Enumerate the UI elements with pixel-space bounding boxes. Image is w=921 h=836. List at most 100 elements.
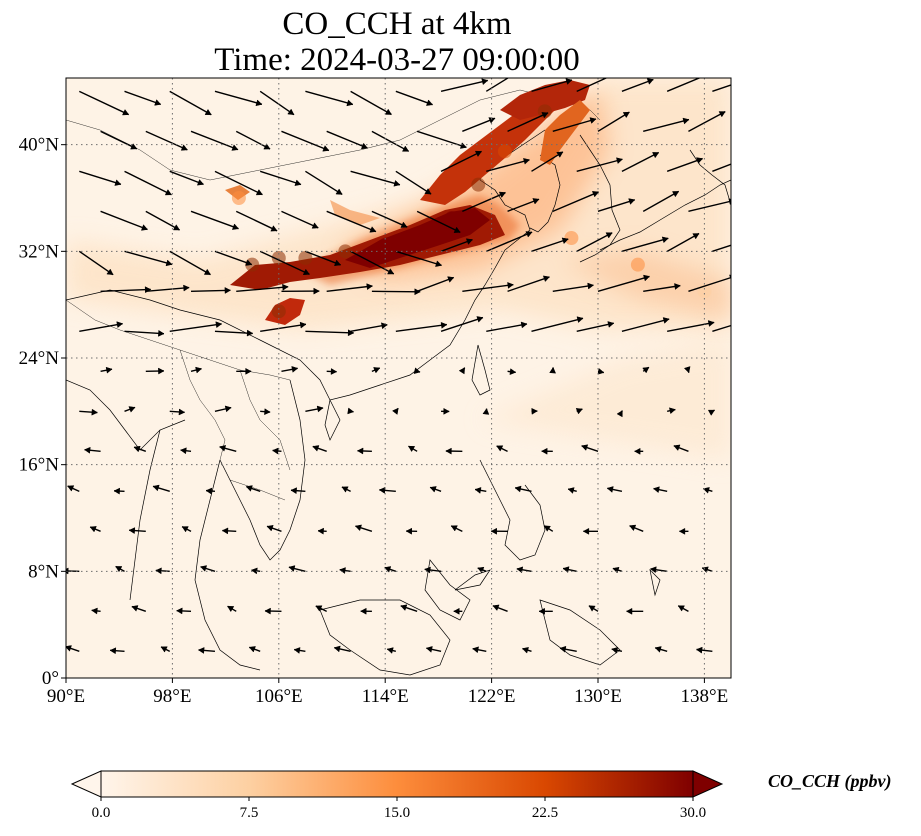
wind-arrow-shaft	[395, 323, 447, 333]
wind-arrow-head	[474, 487, 482, 494]
x-tick-label: 90°E	[47, 686, 85, 707]
wind-arrow-head	[614, 71, 620, 76]
wind-arrow-head	[408, 445, 416, 453]
wind-arrow-head	[591, 191, 600, 198]
wind-arrow-shaft	[416, 130, 467, 149]
wind-arrow-shaft	[440, 316, 484, 332]
wind-arrow-head	[160, 646, 168, 653]
wind-arrow-shaft	[305, 90, 354, 106]
wind-arrow-head	[381, 322, 388, 330]
wind-arrow-head	[513, 71, 519, 76]
wind-arrow-head	[413, 367, 421, 375]
wind-arrow-head	[606, 486, 614, 493]
wind-vectors	[66, 71, 749, 655]
wind-arrow-head	[400, 604, 408, 611]
wind-arrow-head	[266, 524, 274, 532]
wind-arrow-head	[130, 143, 138, 150]
wind-arrow-head	[447, 276, 455, 283]
wind-arrow-head	[270, 225, 278, 232]
wind-arrow-head	[263, 143, 271, 150]
wind-arrow-head	[227, 605, 235, 613]
wind-arrow-head	[197, 647, 205, 654]
wind-arrow-shaft	[416, 276, 455, 292]
wind-arrow-head	[200, 565, 208, 572]
wind-arrow-shaft	[621, 318, 670, 333]
wind-arrow-head	[743, 319, 749, 325]
x-tick-label: 130°E	[574, 686, 622, 707]
wind-arrow-head	[255, 189, 263, 196]
y-tick-label: 8°N	[28, 561, 59, 582]
wind-arrow-head	[424, 188, 432, 195]
wind-arrow-head	[360, 142, 369, 150]
wind-arrow-head	[387, 268, 395, 275]
wind-arrow-head	[559, 645, 567, 653]
wind-arrow-head	[435, 260, 443, 267]
wind-arrow-head	[264, 607, 271, 615]
wind-arrow-head	[707, 409, 716, 416]
wind-arrow-head	[195, 366, 203, 374]
wind-arrow-head	[109, 647, 117, 655]
wind-arrow-shaft	[259, 250, 310, 275]
wind-arrow-head	[567, 487, 575, 494]
colorbar-label: CO_CCH (ppbv)	[768, 771, 892, 791]
wind-arrow-shaft	[100, 210, 148, 231]
wind-arrow-head	[523, 157, 530, 165]
wind-arrow-head	[282, 283, 289, 291]
wind-arrow-head	[346, 99, 354, 107]
wind-arrow-head	[671, 191, 680, 198]
wind-arrow-shaft	[621, 151, 660, 172]
wind-arrow-head	[203, 268, 211, 275]
wind-arrow-head	[634, 447, 641, 455]
wind-arrow-shaft	[486, 323, 528, 333]
wind-arrow-head	[562, 566, 570, 573]
wind-arrow-head	[662, 317, 670, 324]
wind-arrow-head	[582, 527, 590, 535]
wind-arrow-head	[581, 444, 589, 451]
wind-arrow-head	[652, 152, 660, 159]
plume-point	[378, 237, 393, 252]
wind-arrow-head	[476, 316, 484, 323]
wind-arrow-head	[330, 368, 338, 375]
x-tick-label: 138°E	[681, 686, 729, 707]
wind-arrow-head	[507, 282, 514, 289]
wind-arrow-shaft	[214, 250, 253, 266]
colorbar-extend-max	[692, 770, 724, 798]
wind-arrow-shaft	[235, 130, 271, 150]
wind-arrow-head	[335, 188, 343, 195]
wind-arrow-shaft	[214, 330, 253, 335]
wind-arrow-shaft	[576, 78, 608, 92]
wind-arrow-head	[128, 527, 136, 535]
wind-arrow-head	[183, 284, 190, 292]
wind-arrow-head	[718, 111, 726, 118]
y-tick-label: 32°N	[19, 241, 60, 262]
wind-arrow-shaft	[371, 130, 410, 152]
wind-arrow-head	[384, 566, 392, 573]
wind-arrow-head	[313, 287, 320, 295]
wind-arrow-shaft	[576, 322, 614, 333]
wind-arrow-head	[391, 407, 399, 415]
wind-arrow-head	[458, 367, 465, 375]
wind-arrow-shaft	[260, 323, 307, 333]
wind-arrow-shaft	[666, 232, 700, 252]
wind-arrow-head	[425, 646, 433, 653]
wind-arrow-head	[625, 607, 633, 615]
chart-title: CO_CCH at 4km	[282, 6, 512, 42]
wind-arrow-head	[196, 179, 205, 186]
wind-arrow-shaft	[78, 250, 114, 276]
wind-arrow-head	[565, 78, 573, 85]
wind-arrow-head	[293, 647, 301, 654]
wind-arrow-shaft	[688, 110, 726, 132]
wind-arrow-shaft	[552, 284, 594, 293]
y-tick-label: 40°N	[19, 135, 60, 156]
wind-arrow-head	[158, 367, 165, 375]
colorbar-ticks: 0.0 7.5 15.0 22.5 30.0	[92, 797, 706, 821]
wind-arrow-shaft	[531, 79, 573, 93]
wind-arrow-head	[607, 321, 615, 328]
wind-arrow-head	[215, 321, 223, 329]
y-axis-ticks: 0° 8°N 16°N 24°N 32°N 40°N	[19, 135, 66, 689]
wind-arrow-head	[549, 366, 557, 374]
wind-arrow-shaft	[281, 210, 319, 229]
wind-arrow-head	[245, 367, 252, 375]
wind-arrow-head	[231, 144, 239, 151]
wind-arrow-shaft	[486, 231, 533, 252]
